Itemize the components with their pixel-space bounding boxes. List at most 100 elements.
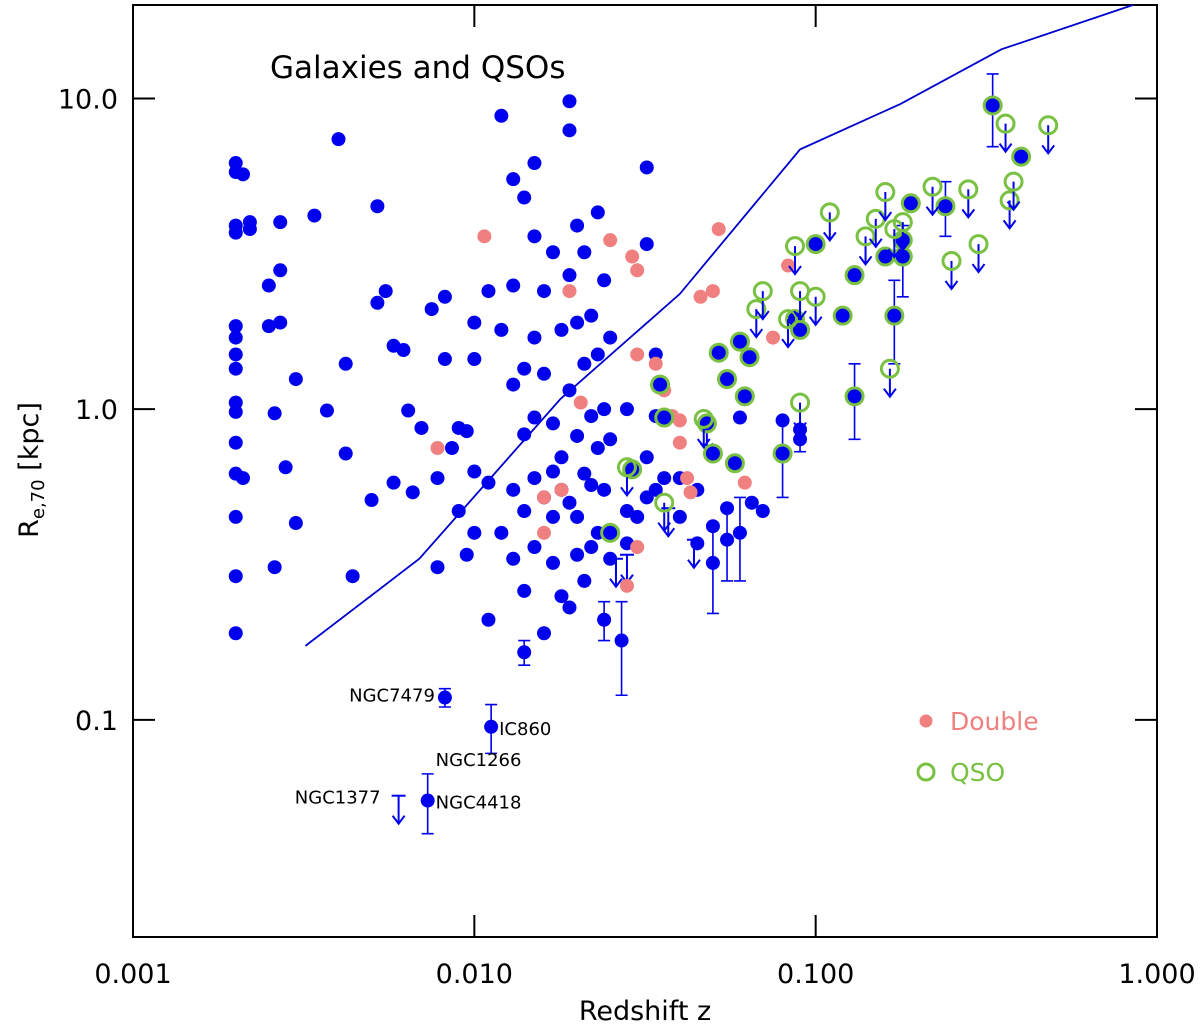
qso-point bbox=[982, 95, 1003, 116]
point bbox=[597, 600, 612, 642]
point bbox=[603, 330, 618, 345]
data-point bbox=[527, 156, 542, 171]
annotation: NGC1377 bbox=[295, 788, 381, 809]
data-point bbox=[657, 471, 672, 486]
point bbox=[401, 403, 416, 418]
point bbox=[545, 416, 560, 431]
point bbox=[657, 471, 672, 486]
point bbox=[386, 475, 401, 490]
qso-point bbox=[650, 374, 671, 395]
data-point bbox=[228, 330, 243, 345]
qso-point bbox=[729, 331, 750, 352]
data-point bbox=[545, 416, 560, 431]
point bbox=[467, 464, 482, 479]
upper-limit-arrow bbox=[793, 402, 807, 433]
data-point bbox=[437, 289, 452, 304]
point bbox=[527, 471, 542, 486]
data-point bbox=[467, 525, 482, 540]
data-point bbox=[619, 402, 634, 417]
point bbox=[517, 583, 532, 598]
data-point bbox=[494, 108, 509, 123]
data-point bbox=[494, 525, 509, 540]
data-point bbox=[481, 475, 496, 490]
data-point bbox=[338, 356, 353, 371]
qso-point bbox=[785, 236, 806, 257]
point bbox=[746, 299, 767, 339]
annotation: NGC1266 bbox=[436, 750, 522, 771]
point bbox=[693, 408, 714, 449]
point bbox=[481, 284, 496, 299]
point bbox=[639, 160, 654, 175]
data-point bbox=[577, 466, 592, 481]
data-point bbox=[744, 495, 759, 510]
point bbox=[494, 108, 509, 123]
point bbox=[437, 687, 452, 708]
point bbox=[554, 322, 569, 337]
upper-limit-arrow bbox=[788, 246, 802, 276]
point bbox=[683, 485, 698, 500]
data-point bbox=[228, 404, 243, 419]
point bbox=[879, 358, 900, 399]
point bbox=[875, 182, 896, 222]
qso-point bbox=[958, 179, 979, 200]
data-point bbox=[235, 167, 250, 182]
upper-limit-arrow bbox=[687, 539, 701, 570]
point bbox=[982, 95, 1003, 116]
point bbox=[545, 245, 560, 260]
point bbox=[228, 404, 243, 419]
point bbox=[537, 490, 552, 505]
point bbox=[527, 156, 542, 171]
x-tick-label: 1.000 bbox=[1118, 959, 1195, 990]
point bbox=[331, 132, 346, 147]
point bbox=[648, 482, 663, 497]
data-point bbox=[705, 555, 720, 570]
data-point bbox=[386, 475, 401, 490]
point bbox=[995, 113, 1016, 154]
point bbox=[892, 212, 913, 252]
point bbox=[690, 536, 705, 551]
point bbox=[584, 308, 599, 323]
qso-point bbox=[832, 305, 853, 326]
qso-point bbox=[995, 113, 1016, 134]
point bbox=[517, 361, 532, 376]
point bbox=[597, 402, 612, 417]
point bbox=[506, 551, 521, 566]
data-point bbox=[537, 525, 552, 540]
point bbox=[484, 703, 499, 755]
point bbox=[537, 284, 552, 299]
point bbox=[391, 794, 406, 826]
point bbox=[430, 560, 445, 575]
data-point bbox=[603, 233, 618, 248]
x-tick-label: 0.001 bbox=[94, 959, 171, 990]
x-tick-label: 0.100 bbox=[777, 959, 854, 990]
point bbox=[577, 245, 592, 260]
data-point bbox=[537, 284, 552, 299]
data-point bbox=[630, 540, 645, 555]
point bbox=[228, 569, 243, 584]
y-tick-label: 0.1 bbox=[75, 706, 118, 737]
data-point bbox=[648, 356, 663, 371]
x-tick-label: 0.010 bbox=[436, 959, 513, 990]
point bbox=[396, 343, 411, 358]
upper-limit-arrow bbox=[609, 558, 623, 589]
qso-point bbox=[879, 358, 900, 379]
data-point bbox=[630, 509, 645, 524]
data-point bbox=[672, 435, 687, 450]
data-point bbox=[570, 509, 585, 524]
point bbox=[717, 369, 738, 390]
data-point bbox=[430, 560, 445, 575]
data-point bbox=[732, 525, 747, 540]
point bbox=[654, 492, 675, 533]
point bbox=[772, 443, 793, 464]
point bbox=[405, 485, 420, 500]
data-point bbox=[527, 330, 542, 345]
point bbox=[590, 347, 605, 362]
data-point bbox=[603, 330, 618, 345]
qso-point bbox=[900, 193, 921, 214]
data-point bbox=[590, 205, 605, 220]
upper-limit-arrow bbox=[793, 291, 807, 321]
qso-point bbox=[875, 246, 896, 267]
point bbox=[477, 229, 492, 244]
point bbox=[545, 464, 560, 479]
point bbox=[630, 347, 645, 362]
